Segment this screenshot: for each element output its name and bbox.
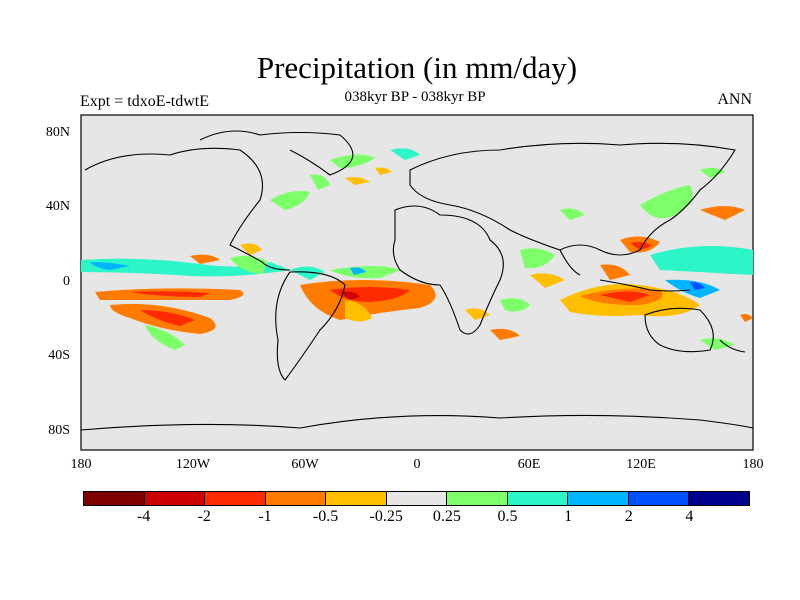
colorbar-label: -1 bbox=[258, 508, 272, 525]
colorbar-segment bbox=[265, 492, 327, 505]
colorbar-segment bbox=[205, 492, 266, 505]
colorbar-label: -0.5 bbox=[312, 508, 339, 525]
coastlines bbox=[81, 130, 753, 431]
colorbar-segment bbox=[144, 492, 206, 505]
colorbar-segment bbox=[386, 492, 448, 505]
colorbar-label: 1 bbox=[564, 508, 573, 525]
colorbar-segment bbox=[628, 492, 690, 505]
lat-tick-80s: 80S bbox=[48, 423, 70, 438]
lon-tick-60w: 60W bbox=[291, 457, 319, 472]
colorbar-segment bbox=[326, 492, 387, 505]
map-title: Precipitation (in mm/day) bbox=[256, 50, 578, 85]
lon-tick-180e: 180 bbox=[742, 457, 764, 472]
colorbar-segment bbox=[689, 492, 750, 505]
colorbar-label: -4 bbox=[136, 508, 151, 525]
colorbar-label: 2 bbox=[624, 508, 633, 525]
lon-tick-0: 0 bbox=[413, 457, 421, 472]
colorbar-label: 4 bbox=[685, 508, 694, 525]
colorbar-label: -0.25 bbox=[369, 508, 403, 525]
lon-tick-180w: 180 bbox=[70, 457, 92, 472]
lat-tick-80n: 80N bbox=[45, 125, 70, 140]
season-label: ANN bbox=[717, 91, 752, 108]
map-frame bbox=[80, 114, 754, 451]
lon-tick-60e: 60E bbox=[517, 457, 541, 472]
colorbar-label: -2 bbox=[197, 508, 211, 525]
lon-tick-120w: 120W bbox=[175, 457, 211, 472]
experiment-label: Expt = tdxoE-tdwtE bbox=[80, 93, 210, 110]
lon-tick-120e: 120E bbox=[626, 457, 656, 472]
colorbar-segment bbox=[447, 492, 508, 505]
map-subtitle: 038kyr BP - 038kyr BP bbox=[344, 89, 486, 105]
lat-tick-40n: 40N bbox=[45, 199, 70, 214]
precip-anomaly-fields bbox=[81, 148, 753, 350]
colorbar-label: 0.25 bbox=[432, 508, 461, 525]
colorbar bbox=[83, 491, 750, 506]
lat-tick-0: 0 bbox=[63, 274, 70, 289]
lat-tick-40s: 40S bbox=[48, 348, 70, 363]
colorbar-segment bbox=[84, 492, 145, 505]
colorbar-segment bbox=[568, 492, 629, 505]
colorbar-segment bbox=[507, 492, 569, 505]
colorbar-label: 0.5 bbox=[497, 508, 518, 525]
